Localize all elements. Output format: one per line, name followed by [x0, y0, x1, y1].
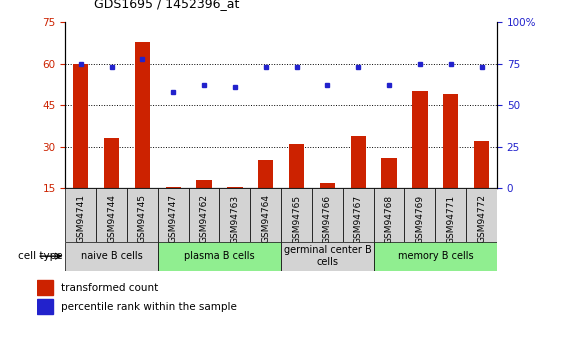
Bar	[281, 241, 374, 271]
Bar	[289, 144, 304, 188]
Text: GSM94768: GSM94768	[385, 195, 394, 244]
Text: percentile rank within the sample: percentile rank within the sample	[61, 302, 237, 312]
Text: GSM94763: GSM94763	[231, 195, 239, 244]
Bar	[65, 188, 96, 241]
Bar	[197, 180, 212, 188]
Bar	[435, 188, 466, 241]
Bar	[374, 188, 404, 241]
Text: GSM94747: GSM94747	[169, 195, 178, 244]
Text: GSM94762: GSM94762	[199, 195, 208, 244]
Text: transformed count: transformed count	[61, 283, 158, 293]
Bar	[312, 188, 343, 241]
Text: GSM94765: GSM94765	[292, 195, 301, 244]
Text: GSM94764: GSM94764	[261, 195, 270, 244]
Bar	[281, 188, 312, 241]
Bar	[227, 187, 243, 188]
Bar	[65, 241, 158, 271]
Bar	[189, 188, 219, 241]
Bar	[135, 42, 150, 188]
Text: GDS1695 / 1452396_at: GDS1695 / 1452396_at	[94, 0, 239, 10]
Text: GSM94744: GSM94744	[107, 195, 116, 243]
Bar	[158, 188, 189, 241]
Bar	[374, 241, 497, 271]
Text: GSM94745: GSM94745	[138, 195, 147, 244]
Bar	[37, 280, 53, 295]
Bar	[104, 138, 119, 188]
Bar	[37, 299, 53, 314]
Text: naive B cells: naive B cells	[81, 251, 143, 261]
Bar	[343, 188, 374, 241]
Text: GSM94766: GSM94766	[323, 195, 332, 244]
Bar	[73, 64, 89, 188]
Bar	[127, 188, 158, 241]
Bar	[258, 160, 273, 188]
Bar	[466, 188, 497, 241]
Text: memory B cells: memory B cells	[398, 251, 473, 261]
Bar	[250, 188, 281, 241]
Bar	[320, 183, 335, 188]
Bar	[96, 188, 127, 241]
Bar	[443, 94, 458, 188]
Text: germinal center B
cells: germinal center B cells	[283, 245, 371, 267]
Text: GSM94767: GSM94767	[354, 195, 363, 244]
Bar	[412, 91, 428, 188]
Text: GSM94772: GSM94772	[477, 195, 486, 244]
Text: plasma B cells: plasma B cells	[184, 251, 255, 261]
Bar	[474, 141, 489, 188]
Bar	[158, 241, 281, 271]
Text: cell type: cell type	[18, 251, 62, 261]
Bar	[350, 136, 366, 188]
Text: GSM94769: GSM94769	[415, 195, 424, 244]
Bar	[404, 188, 435, 241]
Text: GSM94741: GSM94741	[76, 195, 85, 244]
Bar	[219, 188, 250, 241]
Bar	[381, 158, 397, 188]
Text: GSM94771: GSM94771	[446, 195, 455, 244]
Bar	[165, 187, 181, 188]
